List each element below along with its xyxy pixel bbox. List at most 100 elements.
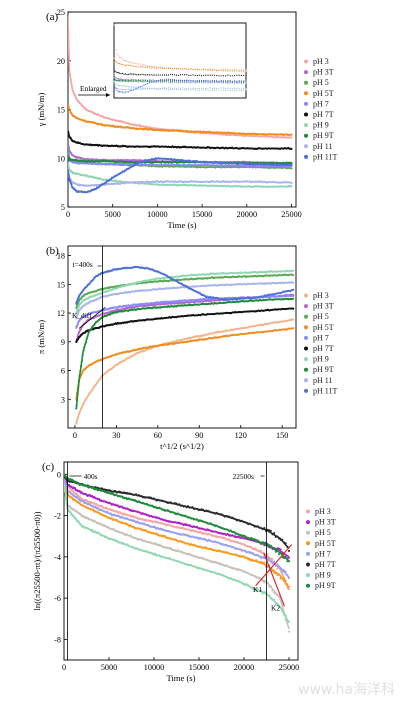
inset-point — [113, 82, 115, 84]
legend-label: pH 11T — [313, 152, 337, 161]
inset-point — [213, 89, 216, 91]
inset-point — [129, 90, 131, 92]
series-ph-5 — [64, 480, 291, 633]
inset-point — [137, 79, 140, 81]
inset-point — [137, 88, 140, 90]
inset-point — [114, 45, 116, 47]
inset-point — [182, 89, 184, 91]
legend-marker — [304, 154, 308, 159]
inset-point — [141, 64, 143, 66]
inset-point — [177, 81, 180, 83]
inset-point — [117, 84, 119, 87]
inset-point — [207, 80, 209, 82]
inset-point — [167, 87, 170, 89]
inset-point — [126, 64, 128, 66]
inset-point — [167, 89, 170, 91]
y-tick-label: 25 — [57, 8, 65, 17]
inset-point — [229, 81, 231, 83]
inset-point — [113, 67, 115, 70]
inset-point — [143, 64, 145, 66]
inset-point — [126, 80, 128, 82]
inset-point — [203, 87, 205, 89]
series-line — [75, 297, 294, 409]
inset-point — [145, 66, 147, 69]
inset-point — [173, 87, 176, 89]
inset-point — [227, 74, 229, 76]
inset-point — [127, 88, 130, 90]
inset-point — [150, 81, 152, 83]
inset-point — [141, 85, 143, 87]
x-tick-label: 0 — [66, 210, 70, 219]
inset-point — [216, 87, 218, 90]
inset-point — [139, 66, 141, 68]
inset-point — [150, 79, 152, 81]
inset-point — [131, 89, 133, 91]
inset-point — [165, 79, 168, 81]
inset-point — [167, 67, 170, 70]
inset-point — [198, 89, 200, 91]
inset-point — [114, 76, 116, 78]
inset-point — [163, 87, 166, 89]
series-line — [68, 162, 292, 188]
inset-point — [143, 81, 145, 83]
series-line — [75, 270, 294, 314]
y-tick-label: 0 — [57, 470, 61, 479]
inset-series — [113, 67, 247, 77]
inset-point — [211, 80, 213, 82]
inset-point — [137, 63, 140, 65]
y-tick-label: 15 — [57, 280, 65, 289]
inset-point — [175, 81, 178, 83]
inset-label: Enlarged — [80, 84, 107, 93]
x-tick-label: 0 — [62, 663, 66, 672]
inset-point — [156, 88, 158, 90]
inset-point — [127, 81, 130, 83]
inset-point — [116, 84, 118, 86]
series-ph-11 — [75, 281, 295, 320]
inset-point — [234, 69, 236, 71]
inset-point — [200, 80, 203, 82]
inset-point — [152, 87, 154, 89]
inset-point — [175, 67, 178, 70]
inset-point — [158, 81, 160, 83]
inset-point — [127, 73, 130, 75]
x-tick-label: 5000 — [105, 210, 121, 219]
inset-point — [129, 64, 131, 66]
inset-point — [192, 74, 194, 76]
inset-point — [205, 69, 207, 71]
inset-point — [196, 69, 198, 71]
inset-point — [216, 89, 218, 91]
inset-point — [198, 68, 200, 71]
inset-point — [167, 74, 170, 76]
inset-point — [117, 63, 119, 65]
inset-point — [220, 69, 222, 71]
inset-point — [129, 86, 131, 88]
inset-point — [129, 73, 131, 75]
inset-point — [200, 75, 203, 77]
inset-point — [126, 78, 128, 81]
inset-point — [184, 89, 186, 91]
inset-point — [207, 68, 209, 71]
inset-point — [116, 77, 118, 80]
inset-point — [184, 79, 186, 81]
inset-point — [229, 88, 231, 90]
inset-point — [205, 74, 207, 76]
inset-point — [120, 63, 122, 65]
inset-point — [121, 79, 124, 81]
inset-point — [236, 89, 238, 91]
inset-point — [190, 87, 192, 89]
legend-label: pH 3T — [313, 68, 334, 77]
inset-point — [116, 87, 118, 90]
inset-point — [116, 79, 118, 82]
panel-label: (a) — [46, 11, 59, 23]
inset-point — [213, 74, 216, 77]
inset-point — [156, 81, 158, 83]
inset-point — [119, 56, 121, 58]
inset-point — [238, 89, 240, 91]
inset-point — [117, 79, 119, 81]
inset-point — [117, 80, 119, 82]
inset-point — [234, 80, 236, 82]
inset-point — [192, 79, 194, 82]
inset-point — [175, 79, 178, 81]
inset-point — [216, 80, 218, 83]
